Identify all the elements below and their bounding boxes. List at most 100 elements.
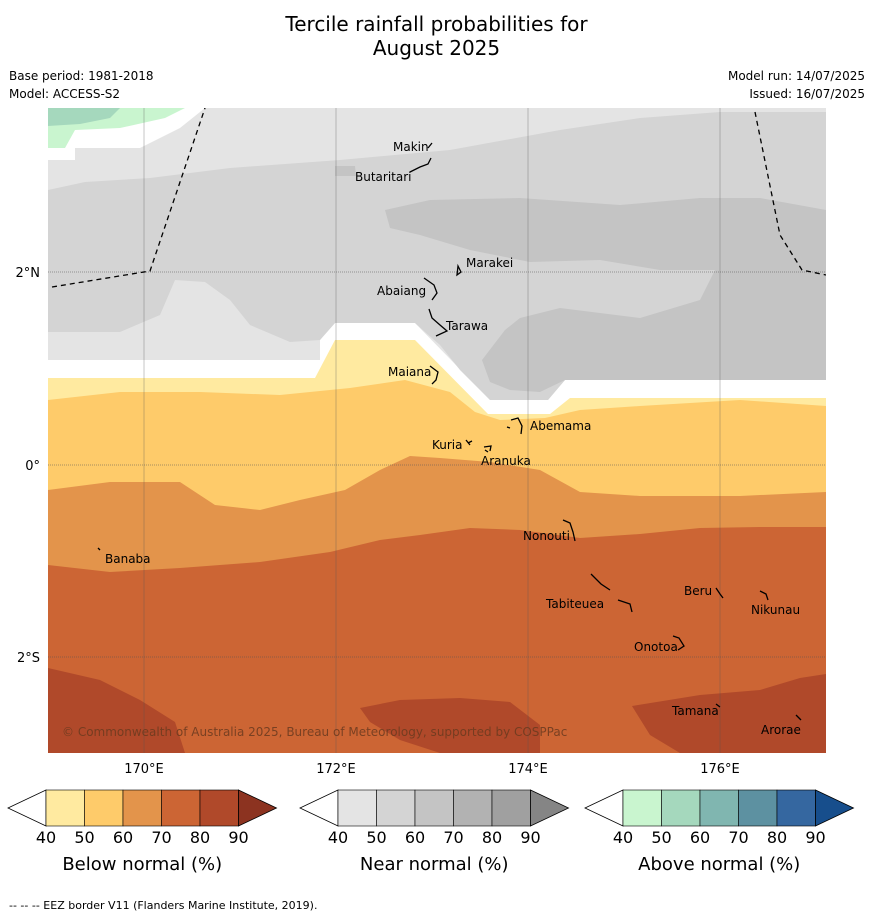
colorbar-max-extend: [238, 789, 278, 827]
lat-label: 2°N: [16, 266, 41, 281]
island-label: Tamana: [671, 704, 719, 718]
colorbar-tick-label: 40: [613, 828, 633, 847]
colorbar-tick-label: 60: [113, 828, 133, 847]
island-shape-tabiteuea: [590, 573, 633, 613]
island-shape-kuria: [465, 439, 473, 446]
colorbar-segment: [661, 789, 701, 827]
lon-label: 176°E: [700, 762, 740, 777]
colorbar-3: 40 50 60 70 80 90 Above normal (%): [584, 789, 855, 875]
colorbar-segment: [199, 789, 239, 827]
title-line-1: Tercile rainfall probabilities for: [285, 12, 588, 36]
colorbar-segment: [622, 789, 662, 827]
island-label: Maiana: [388, 365, 431, 379]
colorbar-tick-label: 70: [728, 828, 748, 847]
colorbar-min-extend: [584, 789, 624, 827]
colorbar-max-extend: [530, 789, 570, 827]
colorbar-legends: 40 50 60 70 80 90 Below normal (%) 40 50 60 70 80 90…: [7, 789, 855, 875]
island-label: Marakei: [466, 256, 513, 270]
issued-date: Issued: 16/07/2025: [749, 87, 865, 101]
meta-left: Base period: 1981-2018 Model: ACCESS-S2: [9, 67, 154, 103]
colorbar-segment: [738, 789, 778, 827]
below-normal-80-region-east: [632, 674, 826, 753]
colorbar-segment: [337, 789, 377, 827]
colorbar-tick-label: 40: [328, 828, 348, 847]
island-label: Nonouti: [523, 529, 570, 543]
colorbar-segment: [376, 789, 416, 827]
island-shape-arorae: [795, 714, 802, 721]
island-label: Aranuka: [481, 454, 531, 468]
colorbar-segment: [122, 789, 162, 827]
colorbar-segment: [414, 789, 454, 827]
island-shape-butaritari: [409, 157, 432, 173]
above-normal-50-region: [48, 108, 120, 126]
colorbar-tick-label: 60: [690, 828, 710, 847]
island-label: Abemama: [530, 419, 591, 433]
colorbar-segment: [453, 789, 493, 827]
island-shape-abaiang: [423, 277, 438, 301]
island-label: Tabiteuea: [545, 597, 604, 611]
graticule: [143, 108, 721, 753]
island-label: Banaba: [105, 552, 151, 566]
colorbar-segment: [491, 789, 531, 827]
meta-right: Model run: 14/07/2025 Issued: 16/07/2025: [728, 67, 865, 103]
lat-label: 2°S: [17, 651, 40, 666]
island-label: Nikunau: [751, 603, 800, 617]
eez-border-west: [51, 108, 206, 288]
lon-label: 172°E: [316, 762, 356, 777]
colorbar-segment: [84, 789, 124, 827]
island-shape-beru: [715, 587, 724, 599]
colorbar-1: 40 50 60 70 80 90 Below normal (%): [7, 789, 278, 875]
island-label: Kuria: [432, 438, 463, 452]
island-shape-marakei: [456, 263, 462, 277]
colorbar-tick-label: 90: [805, 828, 825, 847]
eez-border-east: [754, 111, 826, 276]
colorbar-segment: [776, 789, 816, 827]
colorbar-segment: [45, 789, 85, 827]
colorbar-tick-label: 50: [74, 828, 94, 847]
colorbar-2: 40 50 60 70 80 90 Near normal (%): [299, 789, 570, 875]
island-shape-nonouti: [562, 519, 576, 542]
colorbar-tick-label: 80: [190, 828, 210, 847]
lon-label: 174°E: [508, 762, 548, 777]
colorbar-tick-label: 80: [767, 828, 787, 847]
title-line-2: August 2025: [372, 36, 501, 60]
colorbar-tick-label: 70: [151, 828, 171, 847]
colorbar-label: Above normal (%): [638, 854, 800, 875]
map-panel: Makin Butaritari Marakei Abaiang Tarawa …: [48, 108, 826, 753]
island-label: Abaiang: [377, 284, 426, 298]
graticule-lat: [48, 271, 826, 658]
colorbar-tick-label: 60: [405, 828, 425, 847]
near-normal-60-blob: [335, 166, 356, 176]
below-normal-80-region-west: [48, 668, 185, 753]
model-run: Model run: 14/07/2025: [727, 69, 865, 83]
island-label: Arorae: [761, 723, 801, 737]
island-label: Butaritari: [355, 170, 412, 184]
island-shape-banaba: [97, 547, 101, 551]
lon-label: 170°E: [124, 762, 164, 777]
model-name: Model: ACCESS-S2: [9, 87, 121, 101]
island-outlines: [97, 142, 802, 721]
island-label: Onotoa: [634, 640, 678, 654]
colorbar-label: Near normal (%): [360, 854, 509, 875]
island-label: Beru: [684, 584, 712, 598]
colorbar-tick-label: 70: [443, 828, 463, 847]
island-shape-abemama: [506, 417, 523, 435]
island-shape-onotoa: [672, 635, 685, 651]
colorbar-max-extend: [815, 789, 855, 827]
near-normal-60-region: [385, 198, 826, 392]
colorbar-tick-label: 50: [366, 828, 386, 847]
island-shape-tarawa: [428, 308, 449, 337]
island-shape-makin: [427, 142, 433, 149]
below-normal-80-region-south: [360, 698, 540, 753]
island-shape-maiana: [429, 365, 439, 385]
island-shape-nikunau: [759, 590, 769, 601]
island-labels: Makin Butaritari Marakei Abaiang Tarawa …: [105, 140, 801, 737]
colorbar-segment: [161, 789, 201, 827]
island-label: Makin: [393, 140, 429, 154]
colorbar-tick-label: 40: [36, 828, 56, 847]
colorbar-label: Below normal (%): [62, 854, 222, 875]
colorbar-tick-label: 90: [520, 828, 540, 847]
colorbar-min-extend: [299, 789, 339, 827]
copyright-note: © Commonwealth of Australia 2025, Bureau…: [62, 725, 567, 739]
